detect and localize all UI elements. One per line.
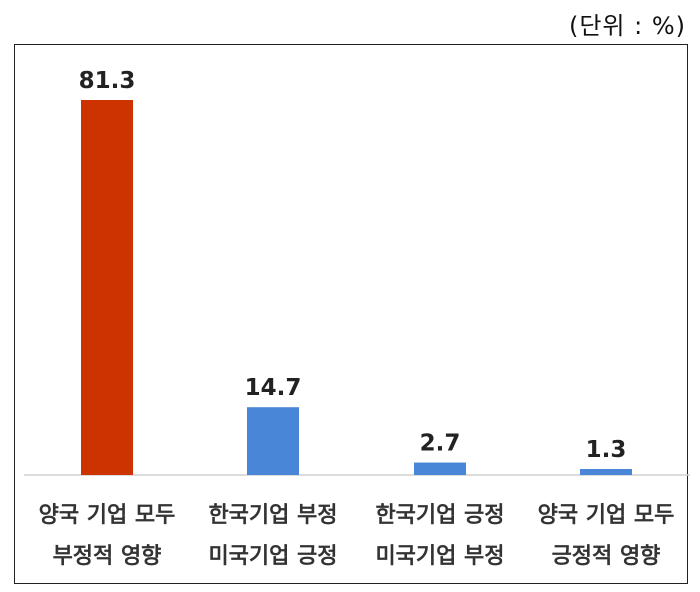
bar-2: [247, 407, 299, 475]
unit-label: (단위 : %): [568, 12, 686, 40]
chart-frame: [14, 44, 688, 584]
bar-3: [414, 462, 466, 475]
category-label-2-line-1: 한국기업 부정: [208, 503, 337, 528]
category-label-4-line-2: 긍정적 영향: [552, 544, 661, 569]
category-label-1-line-2: 부정적 영향: [53, 544, 162, 569]
category-label-2-line-2: 미국기업 긍정: [208, 544, 337, 569]
bar-1: [81, 100, 133, 475]
bar-4: [580, 469, 632, 475]
value-label-3: 2.7: [420, 431, 461, 457]
value-label-1: 81.3: [79, 68, 136, 94]
value-label-4: 1.3: [586, 437, 627, 463]
value-label-2: 14.7: [245, 375, 302, 401]
category-label-3-line-2: 미국기업 부정: [375, 544, 504, 569]
category-label-4-line-1: 양국 기업 모두: [538, 503, 675, 528]
category-label-3-line-1: 한국기업 긍정: [375, 503, 504, 528]
category-label-1-line-1: 양국 기업 모두: [39, 503, 176, 528]
